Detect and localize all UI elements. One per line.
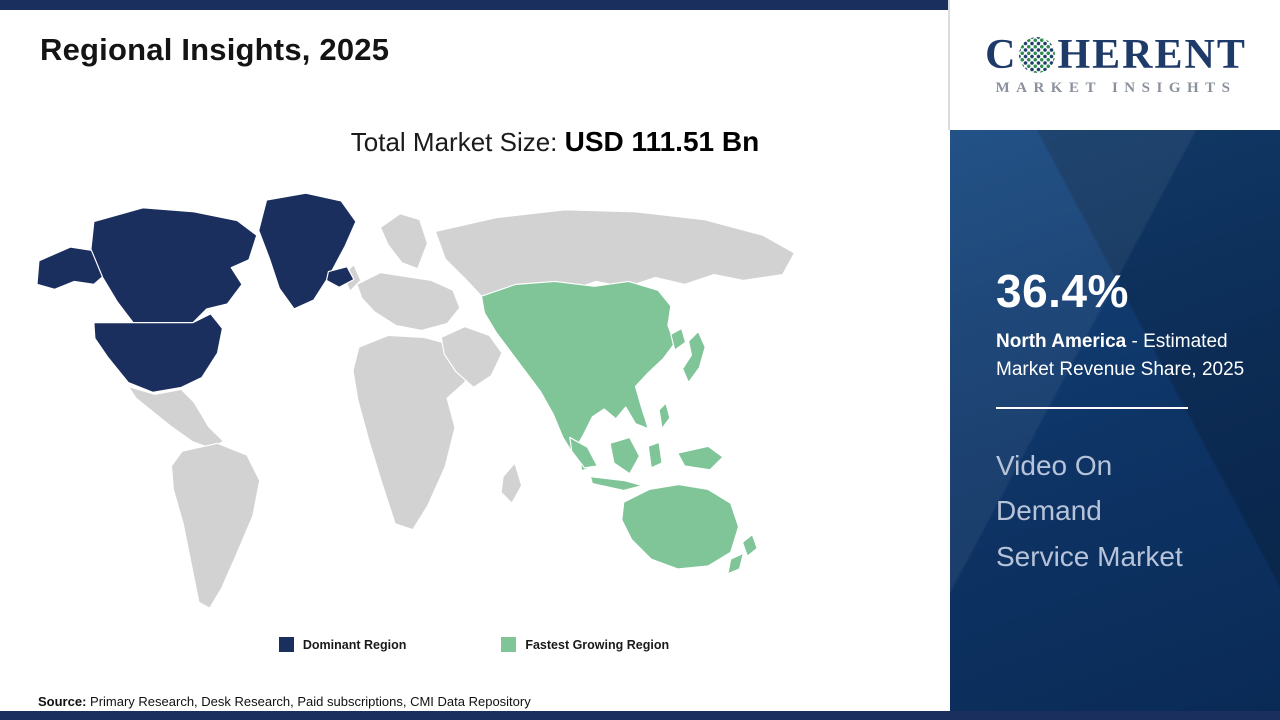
market-share-description: North America - Estimated Market Revenue…: [996, 328, 1258, 383]
dominant-region-swatch: [278, 637, 294, 652]
region-new-guinea: [677, 445, 724, 471]
region-madagascar: [500, 462, 523, 504]
region-new-zealand-north: [741, 534, 758, 557]
dominant-region-label: Dominant Region: [302, 637, 407, 652]
world-map: [35, 190, 820, 627]
legend-item-fastest: Fastest Growing Region: [501, 637, 669, 652]
fastest-growing-region-swatch: [501, 637, 517, 652]
source-note: Source: Primary Research, Desk Research,…: [38, 694, 531, 709]
total-market-size-label: Total Market Size:: [350, 127, 565, 157]
source-text: Primary Research, Desk Research, Paid su…: [86, 694, 531, 709]
region-sulawesi: [647, 441, 663, 469]
sidebar-divider: [996, 407, 1188, 410]
region-middle-east: [440, 325, 503, 388]
region-borneo: [609, 436, 641, 475]
stat-region-name: North America: [996, 331, 1127, 352]
region-scandinavia: [379, 213, 429, 270]
brand-logo-area: C HERENT MARKET INSIGHTS: [948, 0, 1280, 130]
market-name: Video On Demand Service Market: [996, 443, 1250, 579]
market-name-line1: Video On: [996, 450, 1113, 482]
region-alaska: [36, 246, 111, 290]
top-accent-bar: [0, 0, 948, 10]
fastest-growing-region-label: Fastest Growing Region: [525, 637, 670, 652]
total-market-size-value: USD 111.51 Bn: [564, 126, 760, 157]
region-mexico-central-america: [127, 385, 224, 449]
region-philippines: [658, 402, 671, 430]
total-market-size: Total Market Size: USD 111.51 Bn: [110, 126, 1000, 158]
world-map-svg: [36, 192, 796, 609]
region-sumatra: [569, 436, 598, 469]
region-south-america: [170, 442, 261, 609]
brand-tagline: MARKET INSIGHTS: [995, 79, 1237, 96]
region-korea: [670, 327, 687, 351]
legend-item-dominant: Dominant Region: [278, 637, 407, 652]
page-title: Regional Insights, 2025: [40, 32, 390, 67]
region-asia-main: [480, 280, 676, 454]
region-greenland: [258, 192, 357, 310]
region-iceland: [325, 266, 355, 288]
map-legend: Dominant Region Fastest Growing Region: [0, 637, 948, 652]
region-japan: [682, 330, 706, 384]
region-new-zealand-south: [727, 552, 745, 575]
bottom-accent-bar: [0, 711, 1280, 720]
market-share-stat: 36.4%: [996, 265, 1129, 317]
right-sidebar: 36.4% North America - Estimated Market R…: [950, 130, 1280, 720]
market-name-line2: Demand: [996, 495, 1102, 527]
region-java: [589, 476, 643, 492]
source-label: Source:: [38, 694, 87, 709]
brand-wordmark-end: HERENT: [1057, 31, 1247, 78]
region-australia: [621, 483, 740, 570]
dotted-globe-icon: [1019, 36, 1056, 73]
brand-wordmark-start: C: [985, 31, 1018, 78]
region-europe: [356, 272, 461, 332]
market-name-line3: Service Market: [996, 540, 1183, 572]
brand-wordmark: C HERENT: [985, 34, 1247, 76]
region-usa: [93, 313, 224, 393]
region-canada: [90, 207, 258, 324]
stat-region-rest: - Estimated Market Revenue Share, 2025: [996, 331, 1245, 380]
